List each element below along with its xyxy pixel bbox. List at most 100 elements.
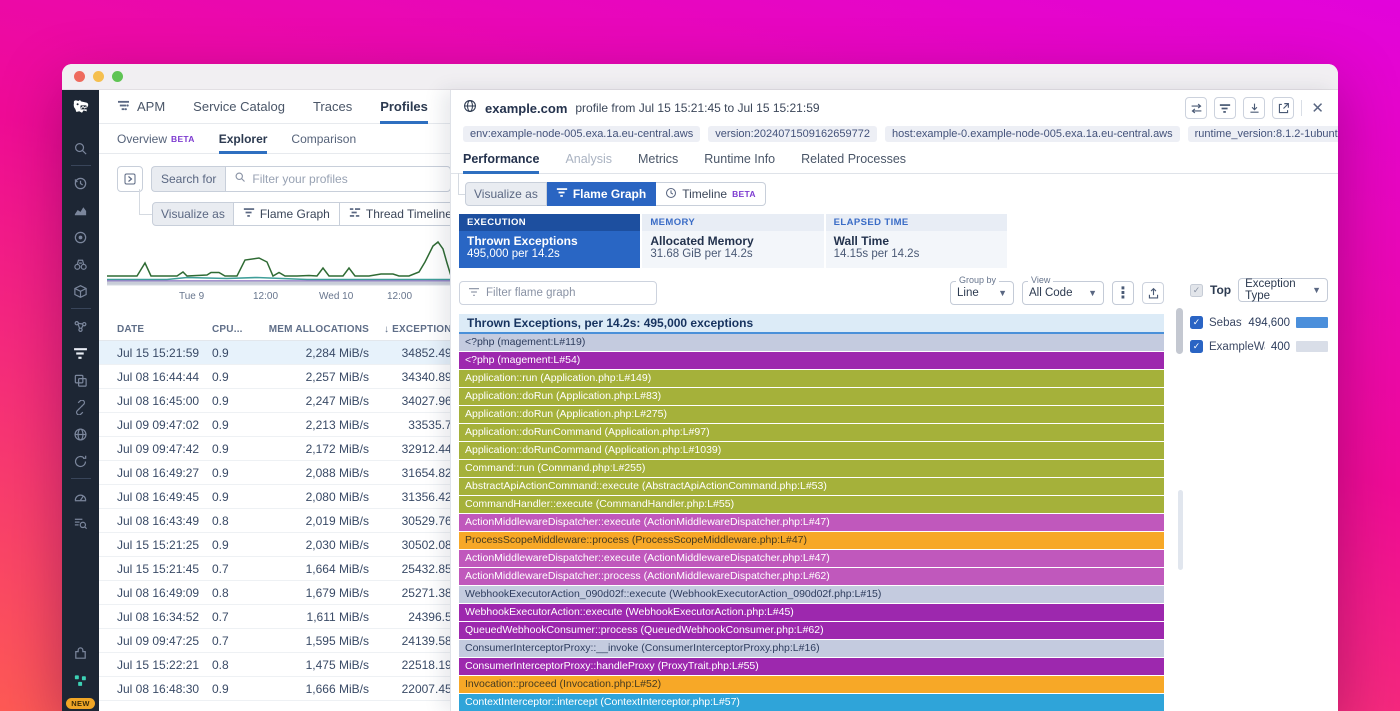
flame-frame[interactable]: ConsumerInterceptorProxy::__invoke (Cons… [459, 640, 1164, 657]
datadog-logo-icon[interactable] [70, 98, 92, 125]
top-exception-item[interactable]: ✓Sebasti...494,600 [1190, 316, 1328, 329]
scrollbar-thumb[interactable] [1176, 308, 1183, 354]
metric-card-elapsed-time[interactable]: ELAPSED TIMEWall Time14.15s per 14.2s [826, 214, 1007, 268]
flame-frame[interactable]: AbstractApiActionCommand::execute (Abstr… [459, 478, 1164, 495]
service-map-icon[interactable] [72, 317, 90, 335]
metrics-icon[interactable] [72, 201, 90, 219]
flame-graph-toggle[interactable]: Flame Graph [234, 202, 340, 226]
flame-frame[interactable]: Application::doRunCommand (Application.p… [459, 424, 1164, 441]
nav-item-service-catalog[interactable]: Service Catalog [193, 90, 285, 123]
tab-comparison[interactable]: Comparison [291, 124, 356, 153]
table-cell: 2,247 MiB/s [257, 394, 369, 408]
top-checkbox[interactable]: ✓ [1190, 284, 1203, 297]
bits-ai-icon[interactable] [72, 671, 90, 689]
nav-item-traces[interactable]: Traces [313, 90, 352, 123]
x-tick: Wed 10 [319, 291, 353, 302]
flame-frame[interactable]: Command::run (Command.php:L#255) [459, 460, 1164, 477]
profiles-search-field[interactable] [225, 166, 451, 192]
gauge-icon[interactable] [72, 487, 90, 505]
dashboards-icon[interactable] [72, 371, 90, 389]
more-options-button[interactable]: ⋮ [1112, 281, 1134, 305]
web-icon[interactable] [72, 425, 90, 443]
flame-frame[interactable]: WebhookExecutorAction_090d02f::execute (… [459, 586, 1164, 603]
metric-card-memory[interactable]: MEMORYAllocated Memory31.68 GiB per 14.2… [642, 214, 823, 268]
flame-frame[interactable]: Application::doRun (Application.php:L#83… [459, 388, 1164, 405]
flame-frame[interactable]: <?php (magement:L#119) [459, 334, 1164, 351]
flame-filter-field[interactable] [459, 281, 657, 305]
download-profile-button[interactable] [1243, 97, 1265, 119]
tab-overview[interactable]: OverviewBETA [117, 124, 195, 153]
watchdog-icon[interactable] [72, 228, 90, 246]
metric-title: Allocated Memory [650, 234, 815, 248]
x-tick: 12:00 [253, 291, 278, 302]
flame-frame[interactable]: Application::doRunCommand (Application.p… [459, 442, 1164, 459]
group-by-select[interactable]: Group by Line ▼ [950, 281, 1014, 305]
flame-frame[interactable]: Invocation::proceed (Invocation.php:L#52… [459, 676, 1164, 693]
flame-frame[interactable]: ContextInterceptor::intercept (ContextIn… [459, 694, 1164, 711]
tab-metrics[interactable]: Metrics [638, 152, 678, 173]
tag-pill[interactable]: host:example-0.example-node-005.exa.1a.e… [885, 126, 1180, 142]
tag-pill[interactable]: env:example-node-005.exa.1a.eu-central.a… [463, 126, 700, 142]
flame-frame[interactable]: ActionMiddlewareDispatcher::process (Act… [459, 568, 1164, 585]
tab-explorer[interactable]: Explorer [219, 124, 268, 153]
table-cell: 0.7 [212, 634, 257, 648]
tab-runtime-info[interactable]: Runtime Info [704, 152, 775, 173]
exception-type-select[interactable]: Exception Type ▼ [1238, 278, 1328, 302]
window-titlebar [62, 64, 1338, 90]
flame-frame[interactable]: ActionMiddlewareDispatcher::execute (Act… [459, 550, 1164, 567]
tag-pill[interactable]: runtime_version:8.1.2-1ubuntu2.18 [1188, 126, 1338, 142]
flame-root-frame[interactable]: Thrown Exceptions, per 14.2s: 495,000 ex… [459, 314, 1164, 334]
timeline-toggle[interactable]: Timeline BETA [656, 182, 766, 206]
flame-frame[interactable]: <?php (magement:L#54) [459, 352, 1164, 369]
flame-frame[interactable]: ConsumerInterceptorProxy::handleProxy (P… [459, 658, 1164, 675]
flame-filter-input[interactable] [486, 287, 648, 299]
flame-frame[interactable]: Application::doRun (Application.php:L#27… [459, 406, 1164, 423]
exception-bar [1296, 317, 1328, 328]
table-cell: Jul 09 09:47:42 [117, 442, 212, 456]
minimize-window-button[interactable] [93, 71, 104, 82]
close-window-button[interactable] [74, 71, 85, 82]
search-input[interactable] [252, 172, 442, 186]
tab-analysis[interactable]: Analysis [565, 152, 612, 173]
flame-scrollbar[interactable] [1174, 182, 1186, 711]
scrollbar-thumb[interactable] [1178, 490, 1183, 570]
export-flame-graph-button[interactable] [1142, 282, 1164, 304]
tab-related-processes[interactable]: Related Processes [801, 152, 906, 173]
top-exception-item[interactable]: ✓ExampleWa...400 [1190, 340, 1328, 353]
open-in-new-tab-button[interactable] [1272, 97, 1294, 119]
sync-icon[interactable] [72, 452, 90, 470]
flame-graph-view-button[interactable] [1214, 97, 1236, 119]
infrastructure-icon[interactable] [72, 282, 90, 300]
compare-profiles-button[interactable] [1185, 97, 1207, 119]
zoom-window-button[interactable] [112, 71, 123, 82]
flame-frame[interactable]: WebhookExecutorAction::execute (WebhookE… [459, 604, 1164, 621]
binoculars-icon[interactable] [72, 255, 90, 273]
link-icon[interactable] [72, 398, 90, 416]
flame-graph-toggle-selected[interactable]: Flame Graph [547, 182, 656, 206]
search-icon[interactable] [72, 139, 90, 157]
integrations-icon[interactable] [72, 644, 90, 662]
log-search-icon[interactable] [72, 514, 90, 532]
view-select[interactable]: View All Code ▼ [1022, 281, 1104, 305]
nav-item-profiles[interactable]: Profiles [380, 90, 428, 123]
tag-pill[interactable]: version:2024071509162659772 [708, 126, 877, 142]
flame-frame[interactable]: ProcessScopeMiddleware::process (Process… [459, 532, 1164, 549]
metric-card-execution[interactable]: EXECUTIONThrown Exceptions495,000 per 14… [459, 214, 640, 268]
flame-frame[interactable]: CommandHandler::execute (CommandHandler.… [459, 496, 1164, 513]
flame-frame[interactable]: Application::run (Application.php:L#149) [459, 370, 1164, 387]
checkbox-checked[interactable]: ✓ [1190, 340, 1203, 353]
apm-icon [117, 99, 130, 114]
x-tick: 12:00 [387, 291, 412, 302]
flame-frame[interactable]: ActionMiddlewareDispatcher::execute (Act… [459, 514, 1164, 531]
profiles-icon[interactable] [72, 344, 90, 362]
column-header[interactable]: MEM ALLOCATIONS [257, 324, 369, 335]
checkbox-checked[interactable]: ✓ [1190, 316, 1203, 329]
tab-performance[interactable]: Performance [463, 152, 539, 173]
column-header[interactable]: DATE [117, 324, 212, 335]
flame-frame[interactable]: QueuedWebhookConsumer::process (QueuedWe… [459, 622, 1164, 639]
close-panel-icon[interactable]: ✕ [1309, 99, 1326, 117]
column-header[interactable]: CPU... [212, 324, 257, 335]
nav-item-apm[interactable]: APM [117, 90, 165, 123]
profiles-timeseries-chart[interactable]: Tue 912:00Wed 1012:00 [107, 232, 452, 305]
history-icon[interactable] [72, 174, 90, 192]
